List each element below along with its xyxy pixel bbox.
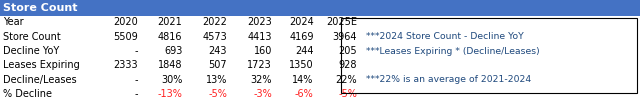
Text: 2021: 2021 bbox=[157, 17, 182, 27]
Text: 30%: 30% bbox=[161, 75, 182, 85]
Text: 1723: 1723 bbox=[247, 61, 272, 70]
Text: 2023: 2023 bbox=[247, 17, 272, 27]
Text: -: - bbox=[134, 89, 138, 99]
Text: 243: 243 bbox=[209, 46, 227, 56]
Text: 2022: 2022 bbox=[202, 17, 227, 27]
Text: 4169: 4169 bbox=[289, 32, 314, 42]
Text: 32%: 32% bbox=[250, 75, 272, 85]
Text: 14%: 14% bbox=[292, 75, 314, 85]
Text: 4816: 4816 bbox=[158, 32, 182, 42]
Text: 2024: 2024 bbox=[289, 17, 314, 27]
Text: 244: 244 bbox=[295, 46, 314, 56]
FancyBboxPatch shape bbox=[0, 0, 640, 16]
Text: -3%: -3% bbox=[253, 89, 272, 99]
Text: Leases Expiring: Leases Expiring bbox=[3, 61, 80, 70]
Text: -5%: -5% bbox=[339, 89, 357, 99]
Text: -: - bbox=[134, 75, 138, 85]
Text: 2020: 2020 bbox=[113, 17, 138, 27]
Text: Year: Year bbox=[3, 17, 24, 27]
Text: -5%: -5% bbox=[209, 89, 227, 99]
Text: 507: 507 bbox=[209, 61, 227, 70]
Text: 928: 928 bbox=[339, 61, 357, 70]
Text: 1350: 1350 bbox=[289, 61, 314, 70]
Text: -6%: -6% bbox=[295, 89, 314, 99]
Text: 2333: 2333 bbox=[113, 61, 138, 70]
Text: Decline/Leases: Decline/Leases bbox=[3, 75, 77, 85]
Text: ***Leases Expiring * (Decline/Leases): ***Leases Expiring * (Decline/Leases) bbox=[366, 47, 540, 56]
Text: 3964: 3964 bbox=[333, 32, 357, 42]
Text: 22%: 22% bbox=[335, 75, 357, 85]
Text: 693: 693 bbox=[164, 46, 182, 56]
Text: -13%: -13% bbox=[157, 89, 182, 99]
Text: 2025E: 2025E bbox=[326, 17, 357, 27]
Text: -: - bbox=[134, 46, 138, 56]
Text: Store Count: Store Count bbox=[3, 32, 61, 42]
Text: 5509: 5509 bbox=[113, 32, 138, 42]
Text: 1848: 1848 bbox=[158, 61, 182, 70]
Text: 205: 205 bbox=[339, 46, 357, 56]
Text: 160: 160 bbox=[253, 46, 272, 56]
Text: 13%: 13% bbox=[206, 75, 227, 85]
Text: % Decline: % Decline bbox=[3, 89, 52, 99]
Text: Store Count: Store Count bbox=[3, 3, 77, 13]
Text: Decline YoY: Decline YoY bbox=[3, 46, 60, 56]
Text: ***2024 Store Count - Decline YoY: ***2024 Store Count - Decline YoY bbox=[366, 32, 524, 41]
Text: ***22% is an average of 2021-2024: ***22% is an average of 2021-2024 bbox=[366, 75, 531, 84]
Text: 4573: 4573 bbox=[202, 32, 227, 42]
Text: 4413: 4413 bbox=[248, 32, 272, 42]
